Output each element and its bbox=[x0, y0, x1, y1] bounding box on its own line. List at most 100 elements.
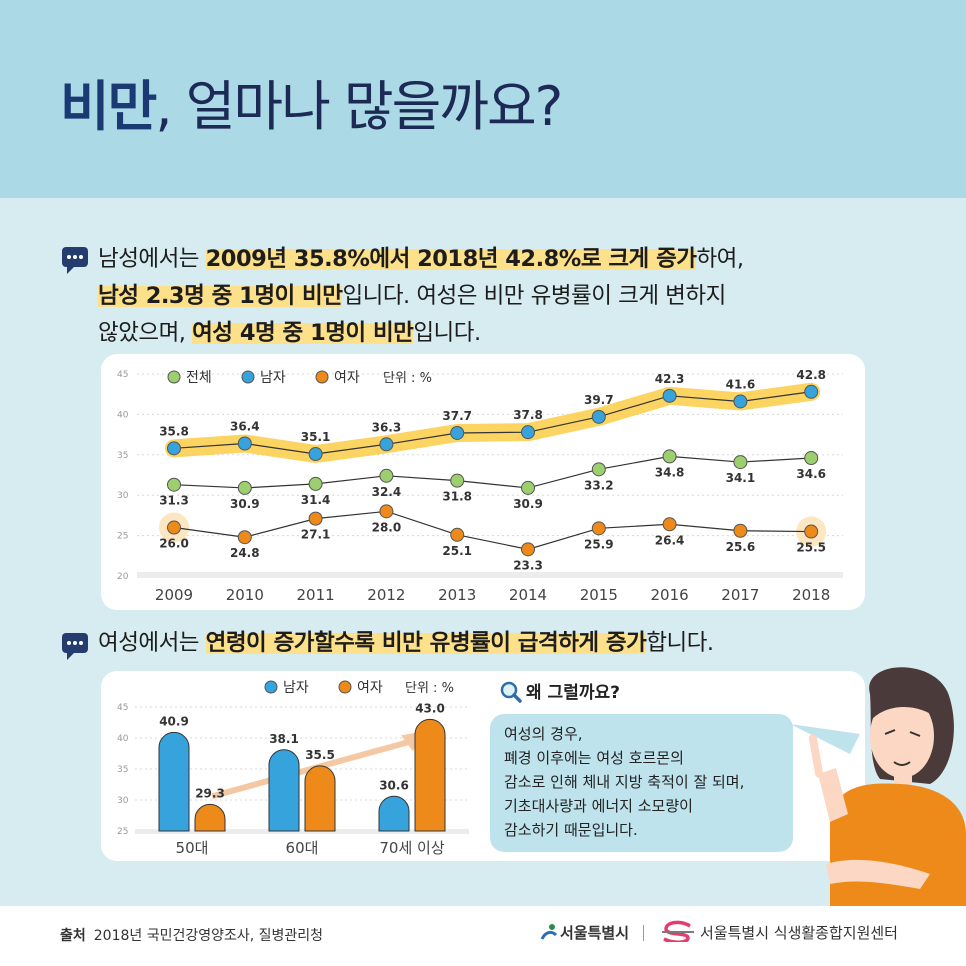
bar bbox=[378, 795, 410, 832]
data-point bbox=[379, 437, 394, 452]
legend-marker bbox=[241, 370, 255, 384]
line-chart-card: 20 25 30 35 40 45 2009 2010 2011 2012 2013 2014 2015… bbox=[101, 354, 865, 610]
logo-separator bbox=[643, 925, 644, 941]
data-point bbox=[804, 451, 819, 466]
data-label: 30.9 bbox=[513, 497, 543, 511]
data-label: 36.4 bbox=[230, 419, 260, 433]
page-title: 비만, 얼마나 많을까요? bbox=[60, 75, 563, 138]
data-point bbox=[237, 530, 252, 545]
data-label: 37.7 bbox=[442, 409, 472, 423]
data-point bbox=[662, 388, 677, 403]
data-point bbox=[450, 527, 465, 542]
legend-label: 남자 bbox=[283, 680, 309, 696]
legend-marker bbox=[315, 370, 329, 384]
y-tick-label: 25 bbox=[117, 532, 128, 542]
center-emblem-icon bbox=[662, 920, 694, 942]
data-label: 32.4 bbox=[372, 485, 402, 499]
y-tick-label: 35 bbox=[117, 451, 128, 461]
data-label: 26.0 bbox=[159, 537, 189, 551]
series-line-1 bbox=[173, 391, 812, 455]
data-label: 25.1 bbox=[442, 544, 472, 558]
data-label: 37.8 bbox=[513, 408, 543, 422]
data-label: 30.6 bbox=[379, 778, 409, 792]
x-tick-label: 2010 bbox=[226, 586, 264, 604]
data-label: 23.3 bbox=[513, 558, 543, 572]
data-label: 29.3 bbox=[195, 786, 225, 800]
data-point bbox=[379, 468, 394, 483]
x-tick-label: 2017 bbox=[721, 586, 759, 604]
y-tick-label: 40 bbox=[117, 734, 129, 744]
data-point bbox=[804, 524, 819, 539]
data-point bbox=[308, 476, 323, 491]
x-tick-label: 2012 bbox=[367, 586, 405, 604]
y-tick-label: 30 bbox=[117, 796, 129, 806]
data-label: 38.1 bbox=[269, 732, 299, 746]
y-tick-label: 20 bbox=[117, 572, 129, 582]
legend-label: 남자 bbox=[260, 370, 286, 386]
data-point bbox=[591, 521, 606, 536]
data-label: 41.6 bbox=[726, 377, 756, 391]
data-point bbox=[167, 477, 181, 492]
line-chart: 20 25 30 35 40 45 2009 2010 2011 2012 2013 2014 2015… bbox=[117, 368, 843, 604]
data-label: 42.3 bbox=[655, 372, 685, 386]
data-point bbox=[308, 511, 323, 526]
woman-pointing-illustration bbox=[790, 667, 966, 906]
seoul-logo: 서울특별시 bbox=[540, 922, 629, 943]
data-label: 27.1 bbox=[301, 528, 331, 542]
data-point bbox=[167, 520, 181, 535]
x-tick-label: 2014 bbox=[509, 586, 547, 604]
data-point bbox=[237, 436, 252, 451]
bar-chart: 25 30 35 40 45 40.9 29.3 50대 38.1 35.5 60대 30.6 43.0… bbox=[117, 680, 469, 857]
data-label: 30.9 bbox=[230, 497, 260, 511]
speech-bubble-icon bbox=[62, 247, 88, 274]
data-point bbox=[733, 523, 748, 538]
legend-marker bbox=[167, 370, 181, 384]
data-label: 35.8 bbox=[159, 424, 189, 438]
data-point bbox=[733, 394, 748, 409]
y-tick-label: 30 bbox=[117, 491, 129, 501]
x-tick-label: 70세 이상 bbox=[379, 839, 444, 857]
data-label: 24.8 bbox=[230, 546, 260, 560]
magnifier-icon bbox=[500, 681, 522, 703]
male-series-highlight bbox=[165, 382, 821, 463]
data-point bbox=[379, 504, 394, 519]
why-heading: 왜 그럴까요? bbox=[500, 678, 620, 703]
data-label: 35.1 bbox=[301, 430, 331, 444]
data-label: 31.8 bbox=[442, 490, 472, 504]
bar bbox=[268, 749, 300, 832]
explanation-bubble: 여성의 경우, 폐경 이후에는 여성 호르몬의 감소로 인해 체내 지방 축적이… bbox=[490, 714, 793, 852]
x-axis-band bbox=[137, 572, 843, 578]
header-banner: 비만, 얼마나 많을까요? bbox=[0, 0, 966, 198]
bar bbox=[158, 732, 190, 832]
data-label: 35.5 bbox=[305, 748, 335, 762]
series-line-2 bbox=[173, 510, 812, 550]
data-point bbox=[733, 455, 748, 470]
x-tick-label: 2016 bbox=[651, 586, 689, 604]
speech-bubble-icon bbox=[62, 633, 88, 660]
data-point bbox=[591, 409, 606, 424]
data-label: 39.7 bbox=[584, 393, 614, 407]
data-point bbox=[237, 480, 252, 495]
bar bbox=[304, 765, 336, 832]
data-label: 25.9 bbox=[584, 537, 614, 551]
data-point bbox=[662, 449, 677, 464]
seoul-emblem-icon bbox=[540, 924, 558, 940]
data-point bbox=[521, 480, 535, 495]
data-point bbox=[521, 542, 535, 557]
data-label: 28.0 bbox=[372, 520, 402, 534]
data-point bbox=[308, 446, 323, 461]
data-label: 26.4 bbox=[655, 533, 685, 547]
y-tick-label: 35 bbox=[117, 765, 128, 775]
bar bbox=[414, 718, 446, 832]
x-tick-label: 2018 bbox=[792, 586, 830, 604]
data-point bbox=[450, 473, 465, 488]
data-label: 43.0 bbox=[415, 701, 445, 715]
bar-chart-card: 25 30 35 40 45 40.9 29.3 50대 38.1 35.5 60대 30.6 43.0… bbox=[101, 671, 865, 861]
y-tick-label: 45 bbox=[117, 370, 128, 380]
section2-text: 여성에서는 연령이 증가할수록 비만 유병률이 급격하게 증가합니다. bbox=[98, 630, 714, 656]
legend-label: 여자 bbox=[334, 370, 360, 386]
data-point bbox=[167, 441, 181, 456]
unit-label: 단위 : % bbox=[383, 371, 432, 386]
data-point bbox=[450, 425, 465, 440]
series-line-0 bbox=[173, 455, 812, 489]
